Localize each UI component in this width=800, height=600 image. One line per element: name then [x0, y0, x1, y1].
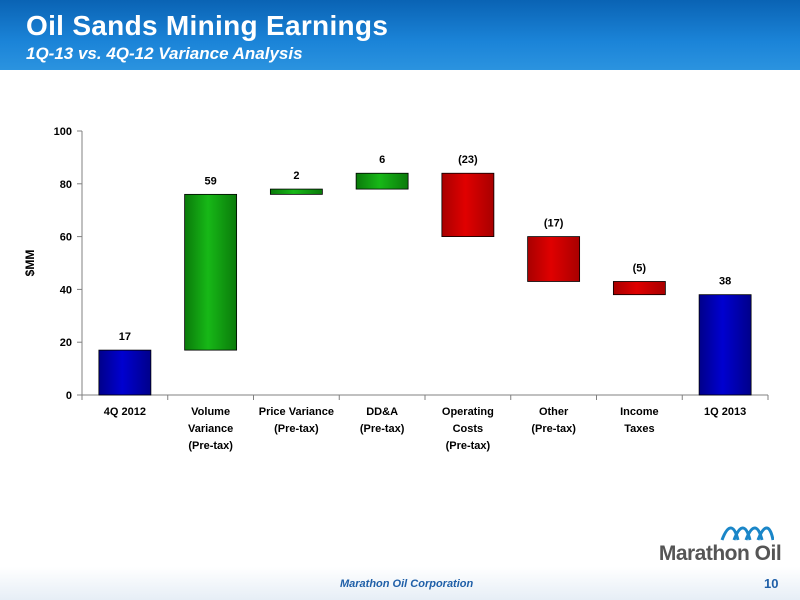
x-category-label: 4Q 2012	[104, 406, 146, 418]
logo-wave-icon	[720, 526, 774, 541]
page-number: 10	[764, 576, 779, 591]
x-category-label: Income Taxes	[620, 406, 659, 435]
waterfall-bar	[612, 281, 666, 296]
x-category-label: Operating Costs (Pre-tax)	[442, 406, 494, 452]
slide-title: Oil Sands Mining Earnings	[26, 10, 389, 41]
y-axis-title: $MM	[23, 250, 37, 277]
slide-subtitle: 1Q-13 vs. 4Q-12 Variance Analysis	[26, 44, 303, 63]
bar-value-label: (5)	[633, 262, 647, 274]
company-logo: Marathon Oil	[650, 520, 790, 570]
bar-value-label: 17	[119, 331, 131, 343]
y-tick-label: 20	[60, 337, 72, 349]
waterfall-bar	[355, 172, 409, 190]
title-banner: Oil Sands Mining Earnings 1Q-13 vs. 4Q-1…	[0, 0, 800, 70]
footer-company: Marathon Oil Corporation	[340, 578, 474, 590]
bar-value-label: 2	[293, 170, 299, 182]
waterfall-bar	[269, 188, 323, 195]
waterfall-bar	[698, 294, 752, 396]
bar-value-label: 38	[719, 276, 731, 288]
y-tick-label: 60	[60, 232, 72, 244]
x-category-label: DD&A (Pre-tax)	[360, 406, 405, 435]
waterfall-bar	[184, 193, 238, 351]
bar-value-label: 59	[205, 175, 217, 187]
x-category-label: Other (Pre-tax)	[531, 406, 576, 435]
y-tick-label: 40	[60, 284, 72, 296]
y-tick-label: 0	[66, 390, 72, 402]
x-category-label: Price Variance (Pre-tax)	[259, 406, 334, 435]
bar-value-label: (23)	[458, 154, 478, 166]
logo-text: Marathon Oil	[658, 542, 782, 565]
bar-value-label: 6	[379, 154, 385, 166]
bar-value-label: (17)	[544, 218, 564, 230]
x-category-label: Volume Variance (Pre-tax)	[188, 406, 233, 452]
x-category-label: 1Q 2013	[704, 406, 746, 418]
y-tick-label: 80	[60, 179, 72, 191]
waterfall-bar	[527, 236, 581, 282]
waterfall-bar	[441, 172, 495, 238]
y-tick-label: 100	[54, 126, 72, 138]
footer-band	[0, 567, 800, 600]
waterfall-bar	[98, 349, 152, 396]
